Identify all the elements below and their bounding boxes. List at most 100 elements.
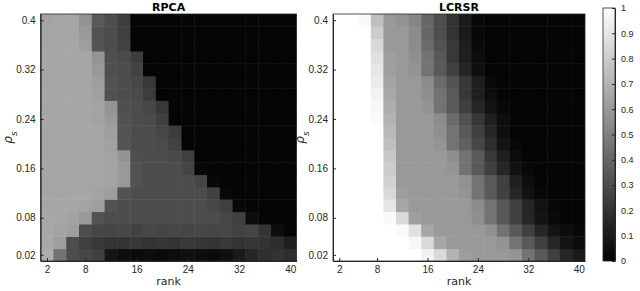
heatmap-cell	[181, 39, 194, 52]
heatmap-cell	[371, 39, 384, 52]
heatmap-cell	[409, 76, 422, 89]
y-tick: 0.32	[16, 64, 43, 75]
heatmap-cell	[258, 125, 271, 138]
heatmap-cell	[346, 224, 359, 237]
heatmap-cell	[233, 51, 246, 64]
heatmap-cell	[434, 199, 447, 212]
heatmap-cell	[421, 113, 434, 126]
heatmap-cell	[207, 14, 220, 27]
heatmap-cell	[245, 236, 258, 249]
heatmap-cell	[194, 39, 207, 52]
heatmap-cell	[396, 249, 409, 261]
heatmap-cell	[233, 125, 246, 138]
heatmap-cell	[522, 51, 535, 64]
heatmap-cell	[396, 236, 409, 249]
heatmap-cell	[547, 175, 560, 188]
heatmap-cell	[53, 199, 66, 212]
heatmap-cell	[66, 175, 79, 188]
heatmap-cell	[130, 76, 143, 89]
heatmap-cell	[130, 113, 143, 126]
heatmap-cell	[472, 51, 485, 64]
heatmap-cell	[117, 162, 130, 175]
heatmap-cell	[522, 162, 535, 175]
heatmap-cell	[245, 224, 258, 237]
heatmap-cell	[233, 249, 246, 261]
heatmap-cell	[446, 175, 459, 188]
heatmap-cell	[233, 224, 246, 237]
heatmap-cell	[346, 63, 359, 76]
heatmap-cell	[547, 88, 560, 101]
colorbar-tick-label: 0.8	[621, 54, 634, 64]
heatmap-cell	[169, 212, 182, 225]
heatmap-cell	[333, 138, 346, 151]
heatmap-cell	[169, 162, 182, 175]
x-tick: 16	[132, 258, 144, 275]
colorbar-axis-line	[615, 9, 616, 262]
chart-root: 28162432400.020.080.160.240.320.4RPCAran…	[0, 0, 640, 291]
heatmap-cell	[169, 88, 182, 101]
heatmap-cell	[169, 76, 182, 89]
colorbar-tick: 0.4	[612, 155, 634, 165]
heatmap-cell	[258, 175, 271, 188]
heatmap-cell	[522, 113, 535, 126]
heatmap-cell	[497, 236, 510, 249]
heatmap-cell	[245, 125, 258, 138]
heatmap-cell	[333, 39, 346, 52]
heatmap-cell	[535, 88, 548, 101]
x-tick-label: 32	[523, 264, 535, 275]
heatmap-cell	[434, 236, 447, 249]
heatmap-cell	[547, 150, 560, 163]
x-tick: 40	[285, 258, 297, 275]
colorbar-tick-label: 1	[621, 3, 626, 13]
heatmap-cell	[358, 113, 371, 126]
heatmap-cell	[233, 76, 246, 89]
heatmap-cell	[220, 187, 233, 200]
heatmap-cell	[333, 76, 346, 89]
heatmap-cell	[92, 26, 105, 39]
cells	[333, 14, 585, 261]
y-tick-label: 0.08	[309, 212, 329, 223]
heatmap-cell	[547, 39, 560, 52]
heatmap-cell	[169, 175, 182, 188]
heatmap-cell	[509, 224, 522, 237]
heatmap-cell	[66, 187, 79, 200]
heatmap-cell	[421, 26, 434, 39]
heatmap-cell	[79, 249, 92, 261]
heatmap-cell	[383, 125, 396, 138]
heatmap-cell	[446, 113, 459, 126]
heatmap-cell	[271, 212, 284, 225]
heatmap-cell	[572, 26, 585, 39]
heatmap-cell	[181, 224, 194, 237]
heatmap-cell	[459, 14, 472, 27]
heatmap-cell	[53, 100, 66, 113]
heatmap-cell	[333, 88, 346, 101]
heatmap-cell	[358, 162, 371, 175]
heatmap-cell	[41, 51, 54, 64]
heatmap-cell	[130, 51, 143, 64]
heatmap-cell	[522, 187, 535, 200]
heatmap-cell	[484, 224, 497, 237]
heatmap-cell	[245, 26, 258, 39]
heatmap-cell	[105, 14, 118, 27]
heatmap-cell	[245, 187, 258, 200]
heatmap-cell	[220, 100, 233, 113]
heatmap-cell	[41, 88, 54, 101]
heatmap-cell	[434, 150, 447, 163]
heatmap-cell	[181, 187, 194, 200]
heatmap-cell	[53, 51, 66, 64]
heatmap-cell	[41, 236, 54, 249]
y-axis-line	[41, 15, 42, 262]
heatmap-cell	[92, 249, 105, 261]
heatmap-cell	[409, 187, 422, 200]
x-tick-mark	[188, 258, 189, 261]
heatmap-cell	[41, 187, 54, 200]
x-tick-mark	[579, 258, 580, 261]
heatmap-cell	[194, 199, 207, 212]
heatmap-cell	[79, 162, 92, 175]
heatmap-cell	[497, 88, 510, 101]
heatmap-cell	[396, 51, 409, 64]
heatmap-cell	[358, 199, 371, 212]
y-tick-mark	[333, 119, 336, 120]
heatmap-cell	[346, 150, 359, 163]
heatmap-cell	[53, 236, 66, 249]
